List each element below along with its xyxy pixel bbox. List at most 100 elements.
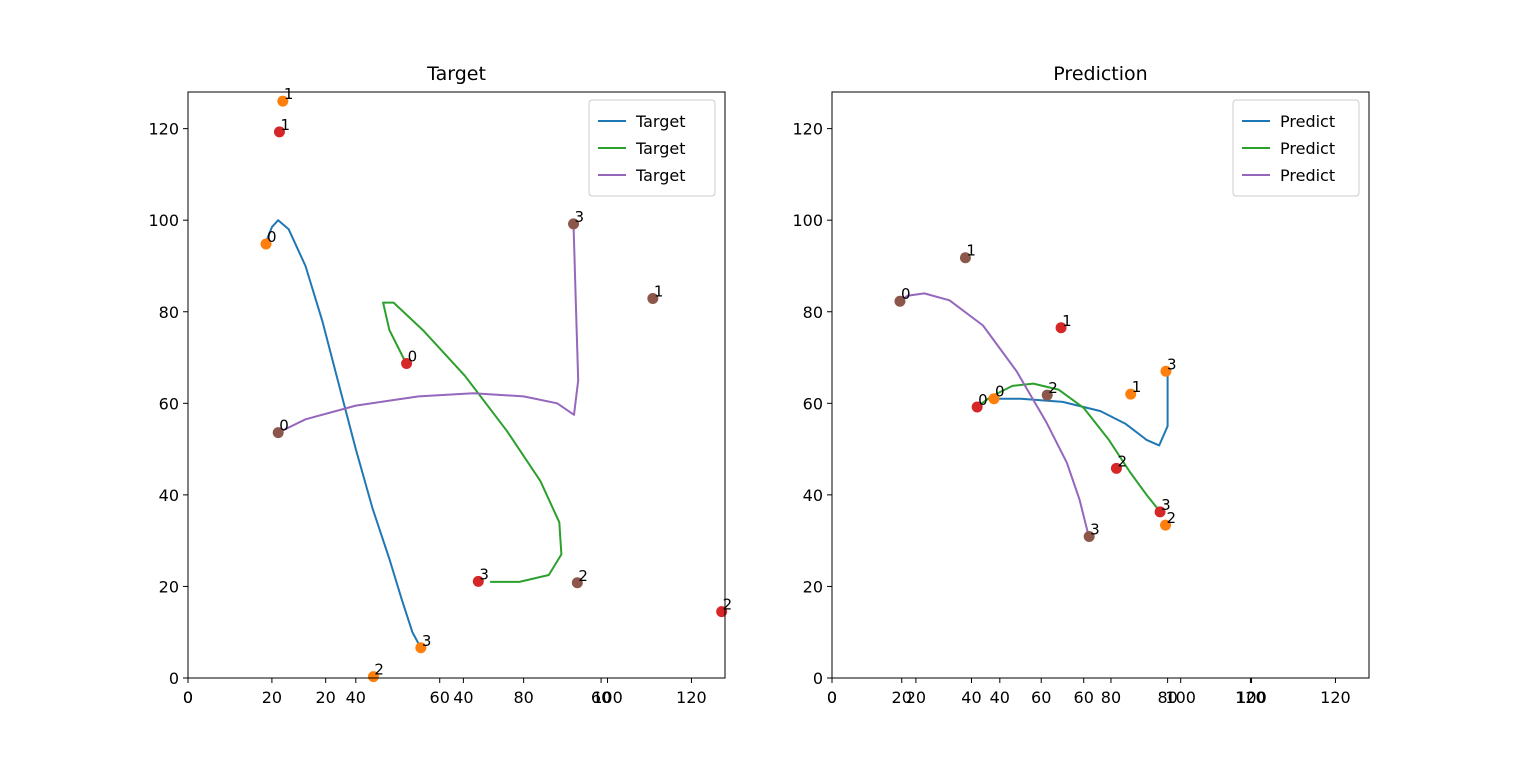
control-point [273, 126, 285, 138]
control-point [959, 252, 971, 264]
point-label: 1 [1062, 312, 1072, 330]
axes-frame [187, 91, 726, 679]
x-tick-label: 0 [183, 688, 193, 707]
x-tick-label: 20 [892, 688, 912, 707]
control-point [1083, 531, 1095, 543]
point-label: 1 [1132, 378, 1142, 396]
y-tick-label: 100 [792, 211, 823, 230]
series-line-2 [899, 292, 1090, 537]
x-tick-label: 60 [1031, 688, 1051, 707]
legend-label: Predict [1280, 112, 1335, 131]
point-label: 0 [408, 347, 418, 365]
y-tick-label: 60 [803, 394, 823, 413]
point-label: 3 [1167, 355, 1177, 373]
control-point [1154, 506, 1166, 518]
control-point [472, 575, 484, 587]
y-tick-label: 20 [803, 577, 823, 596]
point-label: 1 [966, 242, 976, 260]
control-point [571, 577, 583, 589]
legend-label: Target [635, 112, 686, 131]
x-tick-label: 60 [430, 688, 450, 707]
control-point [1055, 322, 1067, 334]
control-point [415, 642, 427, 654]
x-tick-label: 120 [676, 688, 707, 707]
point-label: 2 [374, 661, 384, 679]
point-label: 1 [280, 116, 290, 134]
point-label: 0 [279, 417, 289, 435]
control-point [367, 671, 379, 683]
y-tick-label: 80 [159, 303, 179, 322]
legend: Target Target Target [588, 99, 716, 197]
control-point [1160, 365, 1172, 377]
point-label: 3 [1161, 496, 1171, 514]
point-label: 2 [1048, 379, 1058, 397]
x-tick-label: 100 [1165, 688, 1196, 707]
point-label: 0 [267, 228, 277, 246]
y-tick-label: 40 [803, 486, 823, 505]
control-point [1041, 389, 1053, 401]
chart-title: Prediction [1053, 63, 1147, 85]
legend-box [588, 99, 716, 197]
point-label: 0 [978, 391, 988, 409]
point-label: 2 [1167, 509, 1177, 527]
legend-label: Predict [1280, 139, 1335, 158]
point-label: 3 [479, 565, 489, 583]
control-point [988, 393, 1000, 405]
control-point [1125, 388, 1137, 400]
point-label: 2 [1117, 452, 1127, 470]
x-tick-label: 100 [592, 688, 623, 707]
point-label: 1 [284, 85, 294, 103]
x-tick-label: 120 [1320, 688, 1351, 707]
y-tick-label: 0 [813, 669, 823, 688]
control-point [971, 401, 983, 413]
control-point [1160, 519, 1172, 531]
x-tick-label: 40 [453, 688, 473, 707]
axes-frame [831, 91, 1370, 679]
x-tick-label: 0 [827, 688, 837, 707]
chart-title: Target [426, 63, 486, 85]
x-tick-label: 100 [1236, 688, 1267, 707]
legend: Predict Predict Predict [1232, 99, 1360, 197]
series-line-0 [993, 371, 1169, 447]
point-label: 3 [1090, 521, 1100, 539]
y-tick-label: 60 [159, 394, 179, 413]
point-label: 0 [901, 285, 911, 303]
series-line-1 [976, 382, 1161, 513]
y-tick-label: 100 [148, 211, 179, 230]
x-tick-label: 80 [1101, 688, 1121, 707]
legend-box [1232, 99, 1360, 197]
legend-label: Predict [1280, 166, 1335, 185]
control-point [401, 357, 413, 369]
y-tick-label: 20 [159, 577, 179, 596]
series-line-1 [382, 301, 563, 583]
y-tick-label: 120 [148, 120, 179, 139]
control-point [716, 606, 728, 618]
y-tick-label: 80 [803, 303, 823, 322]
x-tick-label: 40 [990, 688, 1010, 707]
x-tick-label: 40 [346, 688, 366, 707]
legend-label: Target [635, 166, 686, 185]
control-point [1110, 462, 1122, 474]
point-label: 1 [654, 282, 664, 300]
x-tick-label: 0 [183, 688, 193, 707]
x-tick-label: 60 [1074, 688, 1094, 707]
x-tick-label: 80 [1157, 688, 1177, 707]
x-tick-label: 0 [827, 688, 837, 707]
control-point [647, 292, 659, 304]
point-label: 3 [422, 632, 432, 650]
x-tick-label: 40 [961, 688, 981, 707]
legend-label: Target [635, 139, 686, 158]
control-point [894, 295, 906, 307]
control-point [260, 238, 272, 250]
x-tick-label: 20 [906, 688, 926, 707]
x-tick-label: 120 [1235, 688, 1266, 707]
point-label: 0 [995, 383, 1005, 401]
y-tick-label: 40 [159, 486, 179, 505]
x-tick-label: 20 [262, 688, 282, 707]
x-tick-label: 60 [591, 688, 611, 707]
series-line-0 [264, 219, 422, 649]
control-point [277, 95, 289, 107]
